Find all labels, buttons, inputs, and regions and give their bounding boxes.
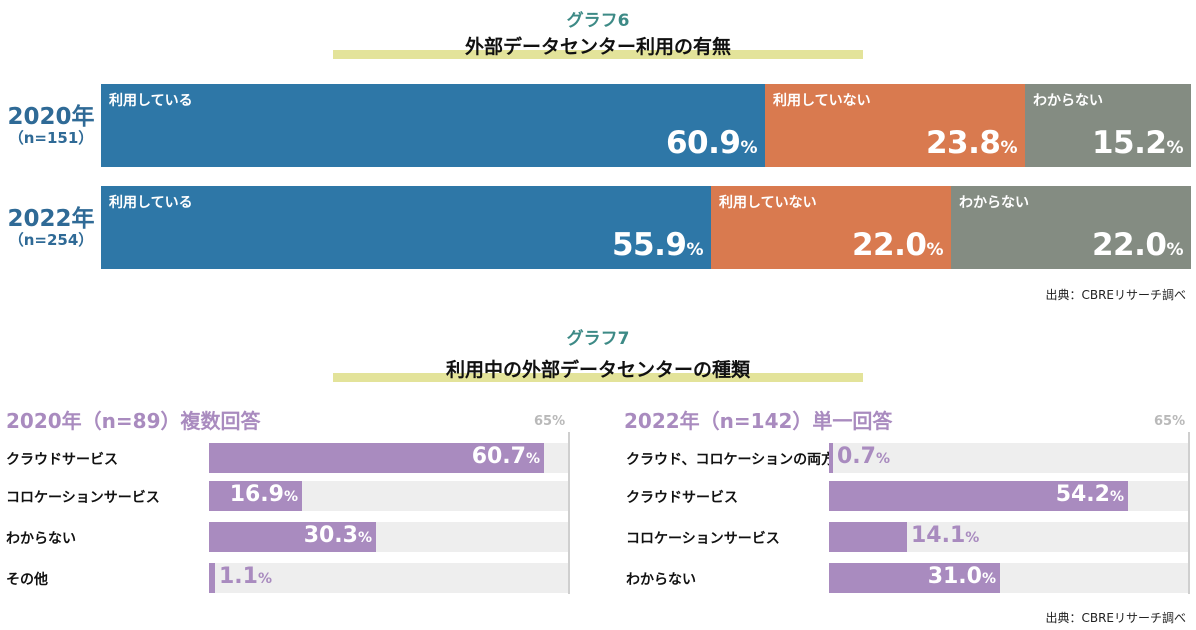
bar: [209, 563, 215, 593]
graph6-title: 外部データセンター利用の有無: [464, 36, 731, 58]
segment-category-label: 利用している: [109, 195, 193, 211]
row-year-2022: 2022年 （n=254）: [4, 208, 98, 248]
graph7-title-underline: [333, 373, 863, 382]
percent-sign: %: [1166, 138, 1183, 158]
segment-value-label: 22.0%: [851, 227, 944, 263]
bar: [209, 481, 302, 511]
segment-category-label: わからない: [959, 195, 1029, 211]
bar: [209, 522, 376, 552]
sample-size-label: （n=151）: [8, 129, 94, 147]
row-year-2020: 2020年 （n=151）: [4, 106, 98, 146]
bar-track: 0.7%: [829, 443, 1188, 473]
category-label: わからない: [626, 572, 696, 588]
segment-category-label: 利用していない: [719, 195, 817, 211]
percent-sign: %: [283, 489, 298, 505]
segment-1: 利用している 55.9%: [101, 186, 711, 269]
bar: [829, 563, 1000, 593]
panel-title: 2022年（n=142）単一回答: [624, 409, 893, 433]
bar-value-label: 30.3%: [303, 523, 372, 548]
segment-2: 利用していない 23.8%: [765, 84, 1025, 167]
segment-value-label: 23.8%: [925, 125, 1018, 161]
bar-value-label: 0.7%: [837, 444, 891, 469]
axis-max-line: [568, 432, 570, 594]
category-label: その他: [6, 572, 48, 588]
category-label: コロケーションサービス: [6, 490, 160, 506]
axis-max-label: 65%: [1154, 414, 1186, 429]
percent-sign: %: [965, 530, 980, 546]
bar-track: 1.1%: [209, 563, 568, 593]
bar-track: 60.7%: [209, 443, 568, 473]
category-label: クラウドサービス: [6, 452, 118, 468]
year-label: 2020年: [7, 104, 95, 130]
year-label: 2022年: [7, 206, 95, 232]
percent-sign: %: [1166, 240, 1183, 260]
segment-category-label: 利用していない: [773, 93, 871, 109]
segment-value-label: 55.9%: [611, 227, 704, 263]
bar: [829, 443, 833, 473]
segment-value-label: 22.0%: [1091, 227, 1184, 263]
bar: [829, 522, 907, 552]
segment-category-label: 利用している: [109, 93, 193, 109]
percent-sign: %: [740, 138, 757, 158]
bar-track: 14.1%: [829, 522, 1188, 552]
category-label: コロケーションサービス: [626, 531, 780, 547]
bar-track: 54.2%: [829, 481, 1188, 511]
stacked-bar-2020: 利用している 60.9% 利用していない 23.8% わからない 15.2%: [101, 84, 1191, 167]
category-label: クラウド、コロケーションの両方: [626, 452, 836, 468]
percent-sign: %: [1109, 489, 1124, 505]
axis-max-line: [1188, 432, 1190, 594]
bar: [829, 481, 1128, 511]
graph6-source: 出典：CBREリサーチ調べ: [1045, 288, 1186, 302]
bar-value-label: 16.9%: [229, 482, 298, 507]
percent-sign: %: [1000, 138, 1017, 158]
percent-sign: %: [257, 571, 273, 587]
segment-value-label: 60.9%: [665, 125, 758, 161]
percent-sign: %: [926, 240, 943, 260]
segment-category-label: わからない: [1033, 93, 1103, 109]
segment-3: わからない 22.0%: [951, 186, 1191, 269]
percent-sign: %: [357, 530, 372, 546]
segment-3: わからない 15.2%: [1025, 84, 1191, 167]
bar-value-label: 31.0%: [927, 564, 996, 589]
category-label: クラウドサービス: [626, 490, 738, 506]
segment-1: 利用している 60.9%: [101, 84, 765, 167]
bar-track: 30.3%: [209, 522, 568, 552]
percent-sign: %: [875, 451, 891, 467]
percent-sign: %: [525, 451, 540, 467]
graph6-label: グラフ6: [566, 11, 630, 31]
stacked-bar-2022: 利用している 55.9% 利用していない 22.0% わからない 22.0%: [101, 186, 1191, 269]
category-label: わからない: [6, 531, 76, 547]
percent-sign: %: [981, 571, 996, 587]
bar-value-label: 60.7%: [471, 444, 540, 469]
panel-title: 2020年（n=89）複数回答: [6, 409, 261, 433]
bar-track: 16.9%: [209, 481, 568, 511]
bar-value-label: 1.1%: [219, 564, 273, 589]
graph7-title: 利用中の外部データセンターの種類: [445, 359, 750, 381]
segment-value-label: 15.2%: [1091, 125, 1184, 161]
graph6-title-underline: [333, 50, 863, 59]
percent-sign: %: [686, 240, 703, 260]
graph7-label: グラフ7: [566, 329, 630, 349]
axis-max-label: 65%: [534, 414, 566, 429]
sample-size-label: （n=254）: [8, 231, 94, 249]
bar: [209, 443, 544, 473]
bar-track: 31.0%: [829, 563, 1188, 593]
bar-value-label: 14.1%: [911, 523, 980, 548]
bar-value-label: 54.2%: [1055, 482, 1124, 507]
segment-2: 利用していない 22.0%: [711, 186, 951, 269]
graph7-source: 出典：CBREリサーチ調べ: [1045, 611, 1186, 625]
